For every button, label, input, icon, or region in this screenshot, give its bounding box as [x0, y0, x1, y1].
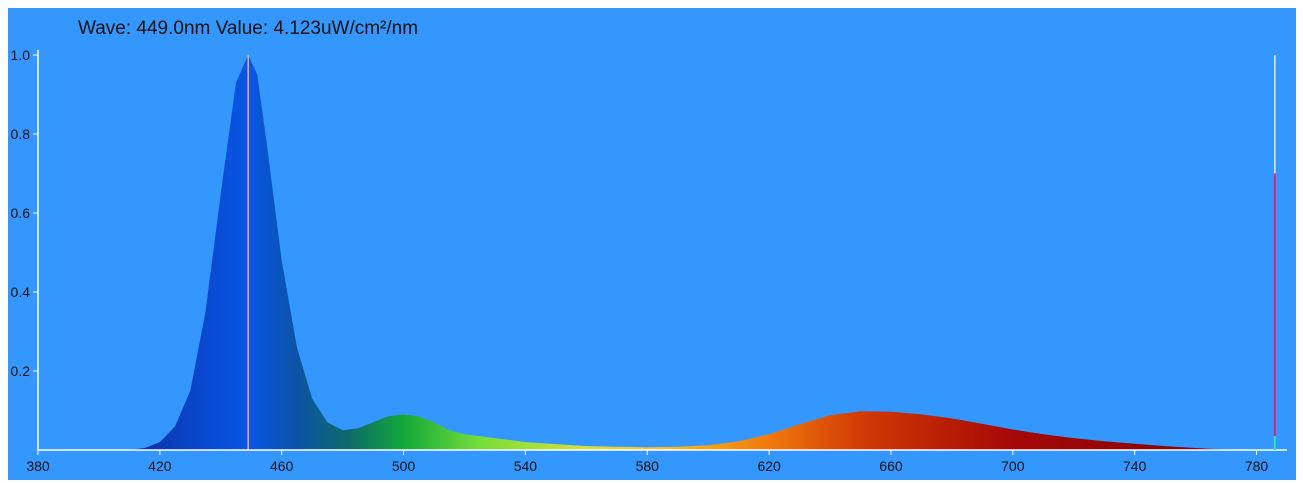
- x-tick-label: 500: [392, 458, 416, 474]
- x-tick-label: 780: [1245, 458, 1269, 474]
- value-label: Value:: [215, 18, 269, 39]
- y-tick-label: 0.2: [11, 363, 31, 379]
- x-tick-label: 540: [514, 458, 538, 474]
- x-tick-label: 620: [757, 458, 781, 474]
- spectrum-area: [129, 55, 1227, 450]
- wave-value: 449.0nm: [136, 18, 211, 39]
- x-tick-label: 740: [1123, 458, 1147, 474]
- x-tick-label: 380: [26, 458, 50, 474]
- y-tick-label: 0.4: [11, 284, 31, 300]
- y-tick-label: 1.0: [11, 47, 31, 63]
- x-tick-label: 660: [879, 458, 903, 474]
- wave-label: Wave:: [78, 18, 132, 39]
- x-tick-label: 420: [148, 458, 172, 474]
- value-value: 4.123uW/cm²/nm: [273, 18, 419, 39]
- cursor-readout: Wave: 449.0nm Value: 4.123uW/cm²/nm: [78, 18, 418, 40]
- y-tick-label: 0.6: [11, 205, 31, 221]
- y-tick-label: 0.8: [11, 126, 31, 142]
- x-tick-label: 580: [636, 458, 660, 474]
- x-tick-label: 460: [270, 458, 294, 474]
- x-tick-label: 700: [1001, 458, 1025, 474]
